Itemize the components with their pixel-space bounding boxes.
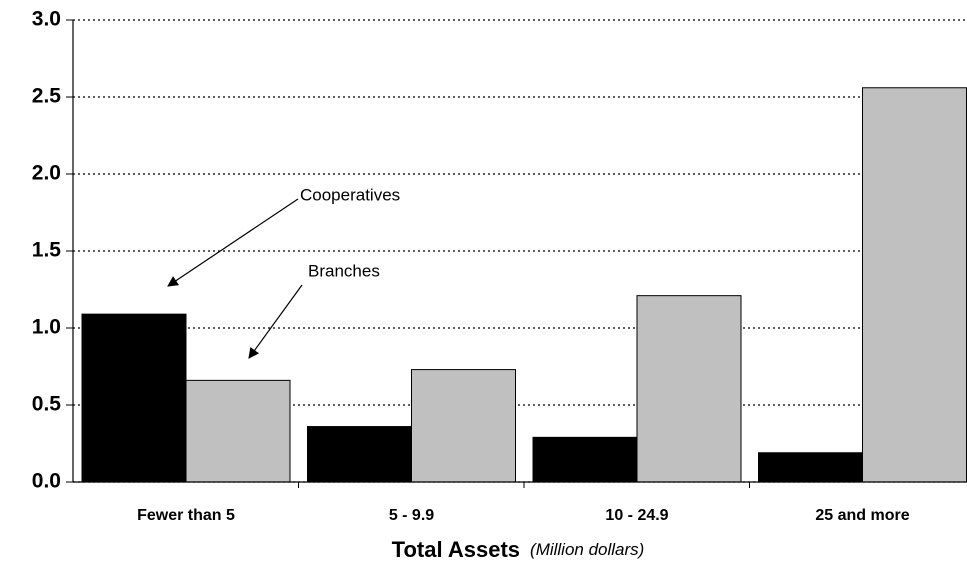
y-tick-label: 0.5 bbox=[32, 393, 62, 416]
bar bbox=[81, 313, 187, 483]
annotation-arrow bbox=[167, 198, 299, 287]
y-tick-label: 3.0 bbox=[32, 8, 61, 31]
y-tick-label: 0.0 bbox=[32, 470, 61, 493]
x-axis-label: Total Assets (Million dollars) bbox=[392, 537, 645, 562]
bar bbox=[636, 295, 742, 483]
series-label: Branches bbox=[308, 261, 380, 280]
series-label: Cooperatives bbox=[300, 185, 400, 204]
x-tick-label: 10 - 24.9 bbox=[605, 507, 668, 524]
y-tick-label: 1.5 bbox=[32, 239, 62, 262]
x-tick-label: 5 - 9.9 bbox=[389, 507, 434, 524]
x-tick-label: 25 and more bbox=[815, 507, 909, 524]
y-tick-label: 2.0 bbox=[32, 162, 61, 185]
y-tick-label: 2.5 bbox=[32, 85, 62, 108]
y-tick-label: 1.0 bbox=[32, 316, 61, 339]
bar bbox=[185, 379, 291, 483]
bar bbox=[307, 426, 412, 483]
x-axis-title: Total Assets bbox=[392, 537, 520, 562]
annotation-arrow bbox=[248, 284, 303, 359]
plot: 0.0 0.5 1.0 1.5 2.0 2.5 3.0 Fewer than 5 5 - 9.9… bbox=[32, 8, 967, 524]
bar bbox=[758, 452, 863, 483]
bar bbox=[862, 87, 967, 483]
x-tick-label: Fewer than 5 bbox=[137, 507, 235, 524]
bar bbox=[532, 436, 638, 483]
bar bbox=[411, 369, 516, 483]
x-axis-unit: (Million dollars) bbox=[530, 540, 644, 559]
